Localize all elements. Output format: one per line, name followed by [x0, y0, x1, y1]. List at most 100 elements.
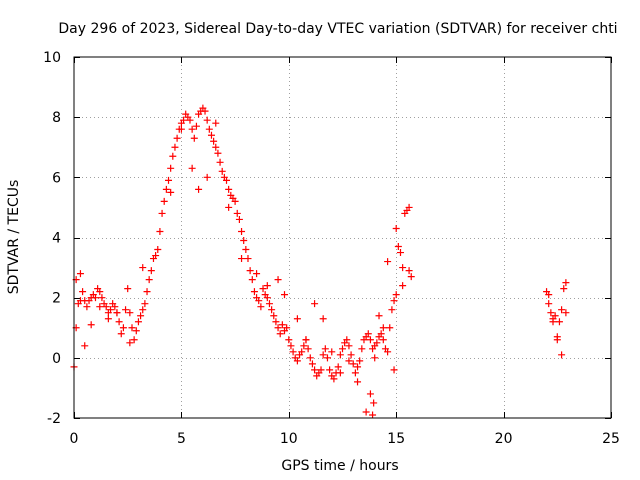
data-point	[306, 354, 314, 362]
data-point	[390, 366, 398, 374]
data-point	[201, 107, 209, 115]
data-point	[169, 152, 177, 160]
data-point	[358, 345, 366, 353]
data-point	[173, 134, 181, 142]
data-point	[384, 348, 392, 356]
data-point	[379, 336, 387, 344]
data-point	[278, 321, 286, 329]
data-point	[235, 215, 243, 223]
y-tick-label: 8	[52, 110, 61, 126]
x-tick-label: 5	[177, 431, 186, 447]
data-point	[167, 188, 175, 196]
data-point	[283, 324, 291, 332]
data-point	[276, 330, 284, 338]
data-point	[107, 306, 115, 314]
data-point	[212, 143, 220, 151]
data-point	[285, 336, 293, 344]
y-tick-label: 4	[52, 231, 61, 247]
data-point	[255, 297, 263, 305]
data-point	[141, 300, 149, 308]
data-point	[545, 300, 553, 308]
data-point	[233, 209, 241, 217]
y-tick-label: 6	[52, 170, 61, 186]
data-point	[156, 227, 164, 235]
data-point	[399, 264, 407, 272]
data-point	[349, 360, 357, 368]
data-point	[392, 224, 400, 232]
data-point	[287, 342, 295, 350]
data-point	[293, 357, 301, 365]
y-tick-label: -2	[47, 411, 61, 427]
data-point	[405, 203, 413, 211]
data-point	[298, 348, 306, 356]
data-point	[562, 309, 570, 317]
data-point	[128, 324, 136, 332]
data-point	[545, 291, 553, 299]
y-tick-label: 10	[43, 50, 61, 66]
y-tick-label: 0	[52, 351, 61, 367]
data-point	[343, 336, 351, 344]
data-point	[171, 143, 179, 151]
data-point	[117, 330, 125, 338]
data-point	[390, 297, 398, 305]
data-point	[549, 315, 557, 323]
data-point	[212, 119, 220, 127]
data-point	[126, 309, 134, 317]
data-point	[79, 288, 87, 296]
data-point	[394, 243, 402, 251]
data-point	[326, 366, 334, 374]
data-point	[547, 309, 555, 317]
data-point	[87, 321, 95, 329]
data-point	[102, 303, 110, 311]
data-point	[560, 285, 568, 293]
axis-ticks	[74, 57, 612, 419]
x-axis-label: GPS time / hours	[281, 458, 398, 474]
data-point	[396, 249, 404, 257]
data-point	[308, 360, 316, 368]
data-point	[188, 125, 196, 133]
data-point	[246, 267, 254, 275]
data-point	[558, 351, 566, 359]
data-point	[205, 125, 213, 133]
data-point	[216, 158, 224, 166]
data-point	[334, 363, 342, 371]
data-point	[362, 408, 370, 416]
data-point	[83, 303, 91, 311]
data-point	[104, 315, 112, 323]
data-point	[407, 273, 415, 281]
data-point	[248, 276, 256, 284]
data-point	[207, 131, 215, 139]
data-point	[293, 315, 301, 323]
data-point	[274, 276, 282, 284]
data-point	[137, 312, 145, 320]
data-point	[122, 306, 130, 314]
x-tick-label: 15	[387, 431, 405, 447]
data-point	[375, 312, 383, 320]
data-point	[562, 279, 570, 287]
data-point	[384, 258, 392, 266]
data-point	[265, 300, 273, 308]
data-point	[188, 164, 196, 172]
data-point	[345, 357, 353, 365]
y-axis-label: SDTVAR / TECUs	[6, 180, 22, 295]
data-point	[347, 351, 355, 359]
data-point	[238, 227, 246, 235]
data-point	[263, 282, 271, 290]
grid-lines	[74, 57, 611, 418]
data-point	[124, 285, 132, 293]
data-point	[98, 294, 106, 302]
data-point	[328, 348, 336, 356]
data-point	[272, 318, 280, 326]
data-point	[113, 309, 121, 317]
data-point	[317, 366, 325, 374]
data-point	[345, 342, 353, 350]
data-point	[351, 369, 359, 377]
data-point	[214, 149, 222, 157]
data-point	[388, 306, 396, 314]
data-point	[399, 282, 407, 290]
data-point	[244, 255, 252, 263]
data-point	[366, 390, 374, 398]
data-point	[270, 312, 278, 320]
data-point	[203, 116, 211, 124]
